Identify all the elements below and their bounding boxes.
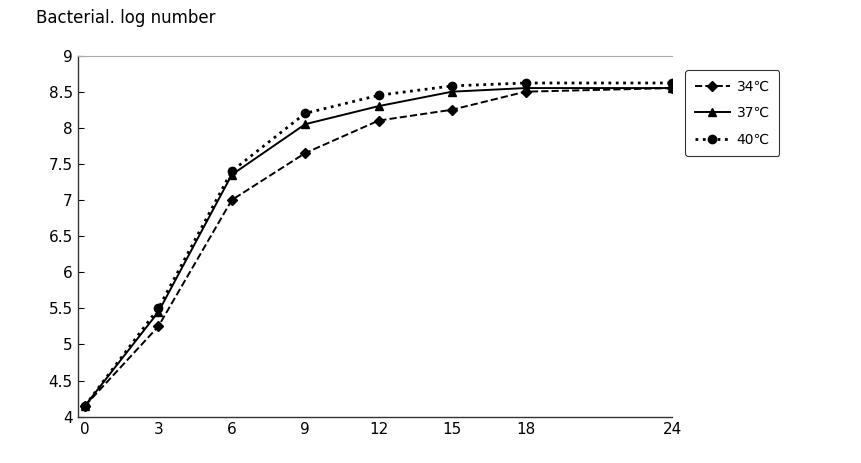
34℃ <box>300 150 310 156</box>
40℃ <box>666 80 677 86</box>
34℃ <box>80 403 90 409</box>
34℃ <box>373 118 383 123</box>
37℃ <box>300 121 310 127</box>
34℃ <box>520 89 530 94</box>
Line: 40℃: 40℃ <box>81 79 676 410</box>
40℃ <box>153 306 164 311</box>
37℃ <box>446 89 456 94</box>
Legend: 34℃, 37℃, 40℃: 34℃, 37℃, 40℃ <box>684 70 778 156</box>
34℃ <box>226 197 237 203</box>
40℃ <box>373 93 383 98</box>
34℃ <box>666 85 677 91</box>
Line: 34℃: 34℃ <box>81 85 675 409</box>
37℃ <box>226 172 237 177</box>
37℃ <box>666 85 677 91</box>
37℃ <box>153 309 164 315</box>
34℃ <box>446 107 456 113</box>
37℃ <box>520 85 530 91</box>
40℃ <box>226 169 237 174</box>
40℃ <box>520 80 530 86</box>
34℃ <box>153 324 164 329</box>
Line: 37℃: 37℃ <box>81 84 676 410</box>
40℃ <box>446 83 456 89</box>
40℃ <box>80 403 90 409</box>
40℃ <box>300 111 310 116</box>
37℃ <box>373 103 383 109</box>
37℃ <box>80 403 90 409</box>
Text: Bacterial. log number: Bacterial. log number <box>36 9 215 27</box>
